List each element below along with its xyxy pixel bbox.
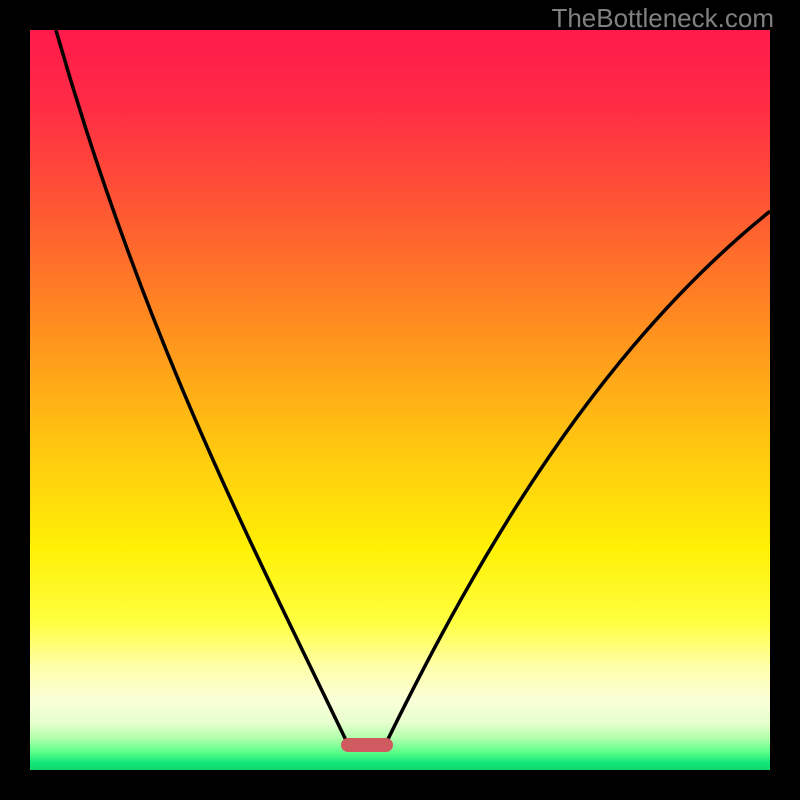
curve-left <box>56 30 348 745</box>
bottom-marker <box>341 738 393 752</box>
plot-area <box>30 30 770 770</box>
watermark-text: TheBottleneck.com <box>551 3 774 34</box>
curve-right <box>385 211 770 745</box>
bottleneck-curves <box>30 30 770 770</box>
canvas: TheBottleneck.com <box>0 0 800 800</box>
